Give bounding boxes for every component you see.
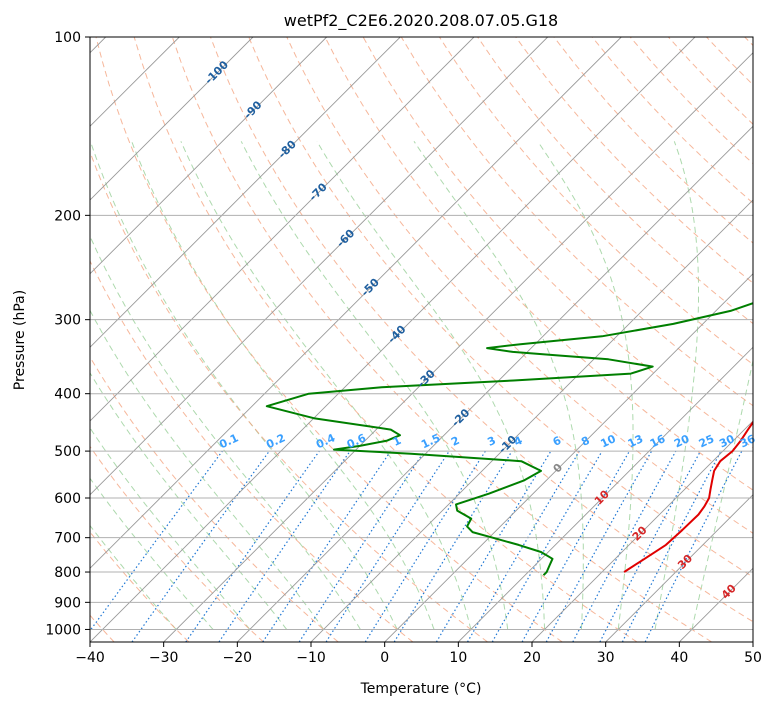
moist-adiabat-line xyxy=(90,235,361,630)
dry-adiabat-line xyxy=(324,37,753,491)
mixing-ratio-line xyxy=(218,450,351,642)
y-tick-label: 400 xyxy=(54,387,81,403)
moist-adiabat-line xyxy=(90,371,288,630)
moist-adiabats xyxy=(90,141,753,630)
x-tick-label: 20 xyxy=(523,650,541,666)
y-tick-label: 500 xyxy=(54,444,81,460)
mixing-ratio-line xyxy=(644,450,743,642)
moist-adiabat-line xyxy=(691,358,753,630)
isotherm-line xyxy=(531,420,753,642)
y-axis: 100 200 300 400 500 600 700 800 900 1000 xyxy=(45,30,90,638)
isotherm-line xyxy=(90,37,475,422)
x-tick-label: 40 xyxy=(670,650,688,666)
mixing-ratio-line xyxy=(572,450,677,642)
mixing-ratio-line xyxy=(521,450,631,642)
x-tick-label: 30 xyxy=(597,650,615,666)
dry-adiabat-line xyxy=(95,37,563,642)
dry-adiabat-line xyxy=(286,37,753,534)
mixing-ratio-label: 16 xyxy=(648,432,668,450)
isotherm-line xyxy=(163,52,753,642)
x-tick-label: −30 xyxy=(149,650,179,666)
x-axis: −40 −30 −20 −10 0 10 20 30 40 50 xyxy=(75,642,762,666)
profile-series xyxy=(265,302,753,576)
isotherm-line xyxy=(90,37,401,348)
mixing-ratio-line xyxy=(262,450,392,642)
dry-adiabat-line xyxy=(171,37,712,642)
isotherm-line xyxy=(384,273,753,642)
isotherm-line xyxy=(90,37,254,201)
plot-background xyxy=(90,37,753,642)
y-tick-label: 800 xyxy=(54,565,81,581)
mixing-ratio-label: 10 xyxy=(599,432,619,450)
moist-adiabat-line xyxy=(90,477,214,630)
moist-adiabat-line xyxy=(316,141,546,630)
isotherm-line xyxy=(90,37,696,642)
isotherm-line xyxy=(90,37,622,569)
x-tick-label: 0 xyxy=(380,650,389,666)
y-tick-label: 300 xyxy=(54,313,81,329)
dry-adiabat-line xyxy=(90,356,339,642)
isotherm-line xyxy=(90,37,328,275)
mixing-ratio-line xyxy=(131,450,270,642)
chart-title: wetPf2_C2E6.2020.208.07.05.G18 xyxy=(284,11,558,31)
x-tick-label: −40 xyxy=(75,650,105,666)
mixing-ratio-line xyxy=(185,450,320,642)
mixing-ratio-label: 20 xyxy=(672,432,692,450)
isotherm-line xyxy=(310,199,753,642)
x-tick-label: −20 xyxy=(223,650,253,666)
mixing-ratio-label: 13 xyxy=(626,432,645,450)
y-axis-label: Pressure (hPa) xyxy=(12,290,28,390)
dry-adiabat-line xyxy=(90,445,264,642)
plot-frame xyxy=(89,36,754,643)
moist-adiabat-line xyxy=(131,141,435,630)
moist-adiabat-line xyxy=(654,141,699,630)
mixing-ratio-line xyxy=(545,450,653,642)
moist-adiabat-line xyxy=(90,309,324,630)
mixing-ratio-label: 25 xyxy=(697,432,716,450)
dry-adiabat-line xyxy=(515,37,753,284)
moist-adiabat-line xyxy=(90,141,398,630)
isotherm-line xyxy=(457,346,753,642)
moist-adiabat-line xyxy=(413,141,584,630)
dewpoint-line xyxy=(265,302,753,576)
moist-adiabat-line xyxy=(90,427,251,630)
y-tick-label: 700 xyxy=(54,531,81,547)
moist-adiabat-line xyxy=(180,141,472,630)
isotherm-line xyxy=(605,494,753,642)
dry-adiabat-line xyxy=(248,37,753,578)
isotherm-line xyxy=(90,37,549,496)
temperature-line xyxy=(623,420,753,573)
dry-adiabats xyxy=(90,37,753,642)
isotherm-line xyxy=(236,125,753,642)
x-axis-label: Temperature (°C) xyxy=(360,681,482,697)
y-tick-label: 200 xyxy=(54,208,81,224)
mixing-ratio-line xyxy=(298,450,425,642)
mixing-ratio-line xyxy=(90,450,223,632)
x-tick-label: 10 xyxy=(449,650,467,666)
isotherms xyxy=(90,37,753,642)
y-tick-label: 100 xyxy=(54,30,81,46)
x-tick-label: 50 xyxy=(744,650,762,666)
y-tick-label: 900 xyxy=(54,595,81,611)
pressure-gridlines xyxy=(90,37,753,630)
mixing-ratio-line xyxy=(325,450,450,642)
y-tick-label: 600 xyxy=(54,491,81,507)
dry-adiabat-line xyxy=(90,259,414,642)
isotherm-line xyxy=(752,641,753,642)
y-tick-label: 1000 xyxy=(45,622,81,638)
dry-adiabat-line xyxy=(210,37,753,623)
dry-adiabat-line xyxy=(133,37,638,642)
x-tick-label: −10 xyxy=(296,650,326,666)
mixing-ratio-label: 30 xyxy=(717,432,737,450)
